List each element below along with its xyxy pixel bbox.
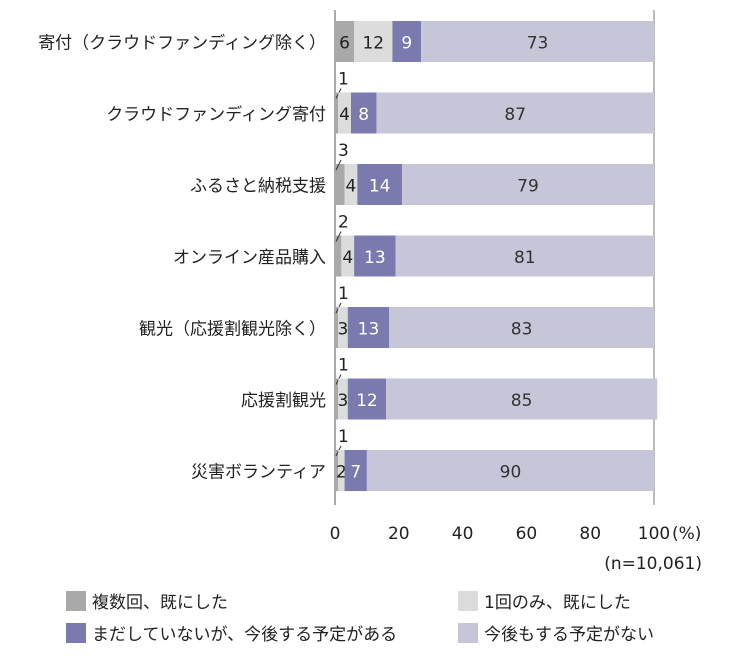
- bar-segment: [347, 307, 390, 348]
- bar-segment: [344, 164, 358, 205]
- bar-segment: [389, 307, 654, 348]
- legend-item-multiple: 複数回、既にした: [66, 588, 228, 613]
- bar-segment: [357, 164, 402, 205]
- bar-segment: [350, 92, 377, 134]
- x-tick-label: 60: [516, 524, 538, 544]
- bar-segment: [338, 450, 345, 491]
- data-label: 3: [338, 320, 349, 340]
- category-label: ふるさと納税支援: [190, 177, 326, 197]
- bar-segment: [392, 21, 422, 62]
- data-label: 7: [350, 463, 361, 483]
- legend-item-once: 1回のみ、既にした: [458, 588, 631, 613]
- data-label: 4: [346, 177, 357, 197]
- category-label: 寄付（クラウドファンディング除く）: [38, 33, 326, 54]
- category-label: オンライン産品購入: [173, 248, 326, 268]
- category-label: 災害ボランティア: [191, 463, 326, 483]
- bar-segment: [366, 450, 654, 491]
- bar-segment: [421, 21, 654, 62]
- bar-segment: [386, 378, 658, 420]
- data-label: 1: [338, 284, 349, 304]
- category-label: 応援割観光: [241, 391, 326, 411]
- data-label: 1: [338, 70, 349, 90]
- legend-item-not-planned: 今後もする予定がない: [458, 620, 654, 645]
- bar-segment: [335, 21, 355, 62]
- legend-label-multiple: 複数回、既にした: [92, 593, 228, 613]
- legend-label-not-planned: 今後もする予定がない: [484, 625, 654, 645]
- data-label-leader: [335, 159, 342, 171]
- bar-segment: [335, 450, 339, 491]
- data-label: 2: [336, 463, 347, 483]
- data-label: 12: [362, 34, 384, 54]
- data-label: 90: [500, 463, 522, 483]
- data-label-leader: [335, 231, 342, 242]
- x-tick-label: 80: [579, 524, 601, 544]
- bar-segment: [335, 235, 342, 277]
- data-label: 4: [342, 248, 353, 268]
- bar-segment: [354, 235, 396, 277]
- data-label: 13: [358, 320, 380, 340]
- bar-segment: [335, 378, 339, 420]
- bar-segment: [347, 378, 387, 420]
- bar-segment: [395, 235, 654, 277]
- data-label: 8: [358, 105, 369, 125]
- legend: 複数回、既にした 1回のみ、既にした まだしていないが、今後する予定がある 今後…: [62, 588, 702, 648]
- data-label: 6: [339, 34, 350, 54]
- x-tick-label: 0: [330, 524, 341, 544]
- bar-segment: [338, 307, 348, 348]
- data-label: 9: [401, 34, 412, 54]
- data-label: 3: [338, 391, 349, 411]
- legend-swatch-multiple: [66, 590, 86, 611]
- data-label: 13: [364, 248, 386, 268]
- x-axis-unit: (%): [672, 524, 701, 544]
- legend-item-planned: まだしていないが、今後する予定がある: [66, 620, 397, 645]
- bar-segment: [338, 92, 351, 134]
- legend-swatch-once: [458, 590, 478, 611]
- legend-label-once: 1回のみ、既にした: [484, 593, 631, 613]
- bar-segment: [401, 164, 654, 205]
- bar-segment: [338, 378, 348, 420]
- data-label: 1: [338, 356, 349, 376]
- legend-swatch-not-planned: [458, 622, 478, 643]
- data-label: 3: [338, 141, 349, 161]
- bar-segment: [376, 92, 654, 134]
- category-label: 観光（応援割観光除く）: [139, 320, 326, 340]
- data-label: 73: [527, 34, 549, 54]
- x-tick-label: 40: [452, 524, 474, 544]
- bar-segment: [344, 450, 367, 491]
- data-label: 79: [517, 177, 539, 197]
- bar-segment: [335, 164, 345, 205]
- data-label: 1: [338, 427, 349, 447]
- data-label: 14: [369, 177, 391, 197]
- data-label: 87: [504, 105, 526, 125]
- sample-size-note: (n=10,061): [604, 554, 702, 574]
- x-tick-label: 100: [638, 524, 670, 544]
- bar-segment: [354, 21, 393, 62]
- data-label: 12: [356, 391, 378, 411]
- data-label: 85: [511, 391, 533, 411]
- bar-segment: [335, 307, 339, 348]
- legend-swatch-planned: [66, 622, 86, 643]
- data-label: 83: [511, 320, 533, 340]
- legend-label-planned: まだしていないが、今後する予定がある: [92, 625, 398, 645]
- data-label: 81: [514, 248, 536, 268]
- category-label: クラウドファンディング寄付: [106, 104, 326, 125]
- bar-segment: [341, 235, 355, 277]
- data-label: 4: [339, 105, 350, 125]
- bar-segment: [335, 92, 339, 134]
- data-label: 2: [338, 213, 349, 233]
- x-tick-label: 20: [388, 524, 410, 544]
